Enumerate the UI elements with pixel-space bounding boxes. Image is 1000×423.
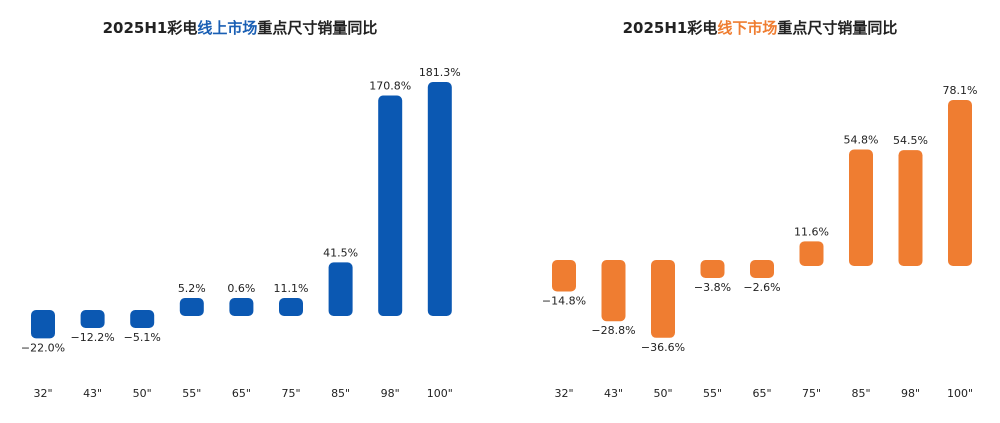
title-part: 2025H1彩电 (103, 19, 198, 37)
bar (799, 241, 824, 266)
title-part: 线上市场 (197, 19, 257, 37)
bar (130, 310, 155, 328)
chart-title: 2025H1彩电线下市场重点尺寸销量同比 (623, 19, 898, 37)
x-tick-label: 75" (802, 387, 821, 400)
value-label: 181.3% (419, 66, 461, 79)
value-label: 11.6% (794, 225, 829, 238)
x-tick-label: 32" (554, 387, 573, 400)
x-tick-label: 50" (653, 387, 672, 400)
x-tick-label: 50" (133, 387, 152, 400)
bar (948, 100, 972, 266)
value-label: 5.2% (178, 282, 206, 295)
value-label: −5.1% (124, 331, 161, 344)
x-tick-label: 85" (331, 387, 350, 400)
bar (849, 149, 873, 266)
bar (700, 260, 725, 278)
title-part: 2025H1彩电 (623, 19, 718, 37)
x-tick-label: 98" (901, 387, 920, 400)
x-tick-label: 85" (851, 387, 870, 400)
bar (427, 82, 452, 316)
bar (651, 260, 675, 338)
x-tick-label: 98" (381, 387, 400, 400)
bar (179, 298, 204, 316)
x-tick-label: 100" (947, 387, 973, 400)
value-label: −22.0% (21, 341, 65, 354)
bar (750, 260, 774, 278)
value-label: 170.8% (369, 80, 411, 93)
x-tick-label: 43" (83, 387, 102, 400)
value-label: 11.1% (274, 282, 309, 295)
value-label: 54.5% (893, 134, 928, 147)
value-label: −12.2% (71, 331, 115, 344)
x-tick-label: 100" (427, 387, 453, 400)
bar (378, 95, 403, 316)
value-label: −14.8% (542, 294, 586, 307)
x-tick-label: 65" (752, 387, 771, 400)
value-label: −3.8% (694, 281, 731, 294)
value-label: −28.8% (591, 324, 635, 337)
x-tick-label: 65" (232, 387, 251, 400)
value-label: 41.5% (323, 246, 358, 259)
x-tick-label: 55" (703, 387, 722, 400)
title-part: 重点尺寸销量同比 (257, 19, 377, 37)
bar (80, 310, 105, 328)
bar (279, 298, 303, 316)
value-label: −36.6% (641, 341, 685, 354)
x-tick-label: 55" (182, 387, 201, 400)
bar (898, 150, 923, 266)
bar (328, 262, 353, 316)
value-label: 78.1% (943, 84, 978, 97)
bar (552, 260, 576, 292)
value-label: −2.6% (743, 281, 780, 294)
title-part: 重点尺寸销量同比 (777, 19, 897, 37)
x-tick-label: 43" (604, 387, 623, 400)
chart-title: 2025H1彩电线上市场重点尺寸销量同比 (103, 19, 378, 37)
x-tick-label: 32" (33, 387, 52, 400)
x-tick-label: 75" (281, 387, 300, 400)
value-label: 0.6% (227, 282, 255, 295)
bar (601, 260, 626, 322)
title-part: 线下市场 (717, 19, 777, 37)
bar (31, 310, 55, 339)
value-label: 54.8% (844, 134, 879, 147)
bar (229, 298, 254, 316)
